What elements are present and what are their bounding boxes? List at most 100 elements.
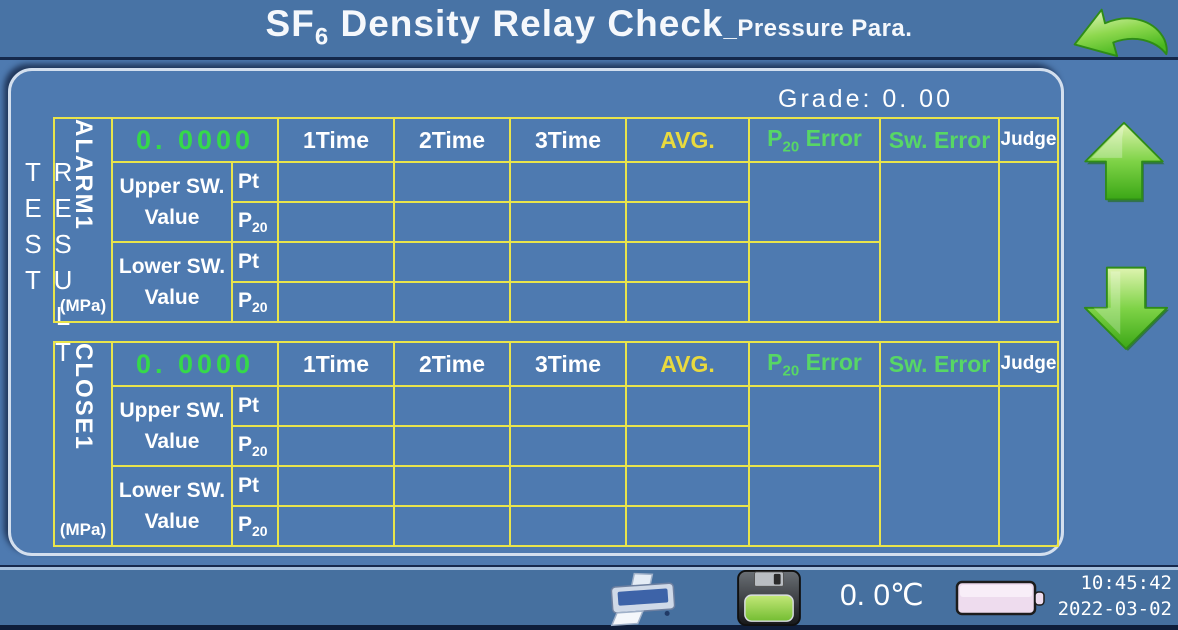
group-unit: (MPa) <box>59 520 107 539</box>
p20-suffix: Error <box>799 348 862 375</box>
title-bar: SF6 Density Relay Check_Pressure Para. <box>0 0 1178 60</box>
pt-label: Pt <box>231 161 279 203</box>
group-cell-close1: CLOSE1 (MPa) <box>53 341 113 547</box>
result-cell-p20-error-upper <box>748 385 881 467</box>
alarm1-table: ALARM1 (MPa) 0. 0000 1Time 2Time 3Time A… <box>53 117 1059 323</box>
result-cell <box>625 465 750 507</box>
printer-icon <box>610 572 676 627</box>
date-value: 2022-03-02 <box>1057 598 1172 620</box>
result-cell-p20-error-lower <box>748 241 881 323</box>
col-header-p20-error: P20 Error <box>748 341 881 387</box>
result-cell <box>277 465 395 507</box>
p20-label: P20 <box>231 505 279 547</box>
lower-sw-line2: Value <box>144 286 200 309</box>
col-header-3time: 3Time <box>509 117 627 163</box>
result-cell <box>393 241 511 283</box>
result-cell <box>277 425 395 467</box>
col-header-1time: 1Time <box>277 117 395 163</box>
result-cell-p20-error-lower <box>748 465 881 547</box>
grade-label: Grade: <box>778 85 873 113</box>
result-cell <box>277 281 395 323</box>
pt-label: Pt <box>231 241 279 283</box>
result-cell <box>509 465 627 507</box>
print-button[interactable] <box>604 571 684 627</box>
result-cell <box>277 385 395 427</box>
result-cell <box>277 505 395 547</box>
p20-prefix: P <box>767 124 783 151</box>
p20-label-prefix: P <box>238 432 253 456</box>
col-header-sw-error: Sw. Error <box>879 117 1000 163</box>
lower-sw-label: Lower SW. Value <box>111 241 233 323</box>
lower-sw-line1: Lower SW. <box>118 478 226 502</box>
pt-label: Pt <box>231 465 279 507</box>
p20-label-sub: 20 <box>252 219 268 236</box>
test-result-panel: Grade: 0. 00 TEST RESULT ALARM1 (MPa) 0.… <box>8 68 1064 556</box>
result-cell <box>277 241 395 283</box>
col-header-judge: Judge <box>998 117 1059 163</box>
p20-sub: 20 <box>782 362 800 380</box>
upper-sw-line1: Upper SW. <box>119 398 225 422</box>
col-header-2time: 2Time <box>393 117 511 163</box>
result-cell <box>393 505 511 547</box>
title-subscript: 6 <box>314 23 330 51</box>
upper-sw-label: Upper SW. Value <box>111 161 233 243</box>
lower-sw-line2: Value <box>144 510 200 533</box>
result-cell <box>393 425 511 467</box>
title-suffix: _Pressure Para. <box>723 15 913 42</box>
page-title: SF6 Density Relay Check_Pressure Para. <box>0 3 1178 51</box>
pt-label: Pt <box>231 385 279 427</box>
result-cell <box>625 385 750 427</box>
result-cell <box>393 281 511 323</box>
status-bar: 0. 0℃ 10:45:42 2022-03-02 <box>0 565 1178 630</box>
result-cell <box>393 465 511 507</box>
lower-sw-line1: Lower SW. <box>118 254 226 278</box>
group-name: ALARM1 <box>70 119 97 231</box>
result-cell <box>509 425 627 467</box>
result-cell <box>509 201 627 243</box>
result-cell-p20-error-upper <box>748 161 881 243</box>
col-header-2time: 2Time <box>393 341 511 387</box>
down-arrow-icon <box>1083 266 1170 351</box>
result-cell <box>625 201 750 243</box>
result-cell <box>509 161 627 203</box>
group-name: CLOSE1 <box>70 343 97 452</box>
result-cell <box>509 241 627 283</box>
lower-sw-label: Lower SW. Value <box>111 465 233 547</box>
result-cell-judge <box>998 161 1059 323</box>
result-cell <box>509 281 627 323</box>
time-value: 10:45:42 <box>1080 572 1172 594</box>
page-down-button[interactable] <box>1082 252 1170 354</box>
group-unit: (MPa) <box>59 296 107 315</box>
back-button[interactable] <box>1066 1 1174 57</box>
result-cell <box>625 505 750 547</box>
title-main: Density Relay Check <box>329 3 724 44</box>
clock: 10:45:42 2022-03-02 <box>1058 570 1172 622</box>
p20-sub: 20 <box>782 138 800 156</box>
p20-label: P20 <box>231 201 279 243</box>
close1-table: CLOSE1 (MPa) 0. 0000 1Time 2Time 3Time A… <box>53 341 1059 547</box>
title-prefix: SF <box>265 3 315 44</box>
battery-indicator <box>955 579 1047 617</box>
p20-label-prefix: P <box>238 208 253 232</box>
result-cell <box>277 201 395 243</box>
page-up-button[interactable] <box>1078 120 1170 212</box>
p20-label-prefix: P <box>238 512 253 536</box>
result-cell <box>625 425 750 467</box>
grade-value: 0. 00 <box>882 85 953 113</box>
p20-label-prefix: P <box>238 288 253 312</box>
temperature-readout: 0. 0℃ <box>840 579 924 612</box>
upper-sw-line1: Upper SW. <box>119 174 225 198</box>
col-header-avg: AVG. <box>625 117 750 163</box>
floppy-disk-icon <box>737 570 801 626</box>
col-header-3time: 3Time <box>509 341 627 387</box>
p20-label-sub: 20 <box>252 299 268 316</box>
result-cell-judge <box>998 385 1059 547</box>
upper-sw-label: Upper SW. Value <box>111 385 233 467</box>
result-cell <box>393 201 511 243</box>
save-button[interactable] <box>735 570 803 626</box>
result-cell <box>625 281 750 323</box>
p20-label-sub: 20 <box>252 443 268 460</box>
result-cell <box>625 161 750 203</box>
up-arrow-icon <box>1084 121 1165 203</box>
p20-prefix: P <box>767 348 783 375</box>
